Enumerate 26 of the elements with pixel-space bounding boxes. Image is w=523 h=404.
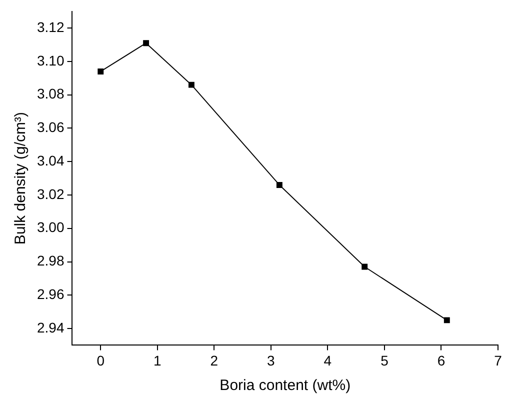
x-tick-label: 5: [380, 352, 389, 368]
y-tick-label: 3.06: [37, 119, 64, 136]
y-axis-title: Bulk density (g/cm³): [12, 112, 30, 245]
x-tick-label: 4: [324, 352, 332, 368]
x-tick-label: 7: [494, 352, 502, 368]
y-tick-label: 3.02: [37, 186, 64, 202]
x-tick-label: 6: [437, 352, 446, 368]
point: [362, 264, 368, 270]
point: [188, 82, 194, 88]
x-tick-label: 2: [210, 352, 218, 368]
x-tick-label: 0: [96, 352, 105, 368]
point: [98, 68, 104, 74]
y-tick-label: 3.08: [37, 86, 64, 102]
y-tick-label: 2.94: [37, 319, 64, 336]
point: [444, 317, 450, 324]
x-axis-title: Boria content (wt%): [220, 377, 351, 394]
y-tick-label: 2.98: [37, 252, 64, 269]
x-tick-label: 1: [154, 352, 162, 368]
y-tick-label: 3.04: [37, 152, 64, 168]
y-tick-label: 3.10: [37, 52, 64, 68]
y-tick-label: 2.96: [37, 286, 64, 302]
y-tick-label: 3.12: [37, 18, 64, 35]
point: [143, 40, 150, 46]
x-tick-label: 3: [267, 352, 276, 368]
y-tick-label: 3.00: [37, 219, 64, 236]
point: [276, 182, 282, 188]
